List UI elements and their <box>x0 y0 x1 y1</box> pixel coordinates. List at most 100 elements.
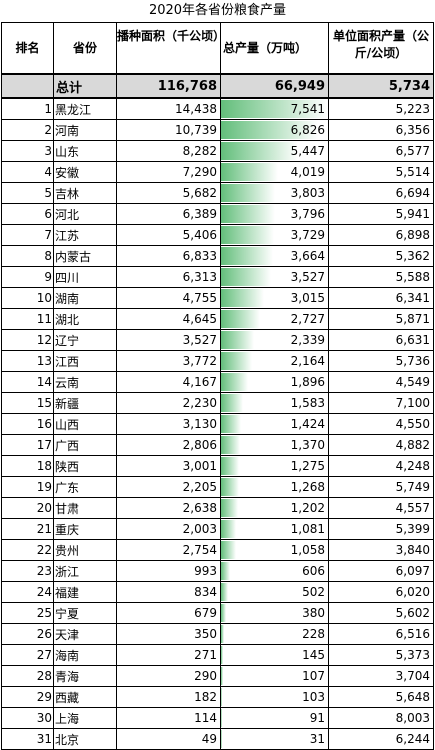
rank-cell[interactable]: 30 <box>2 708 54 729</box>
yield-cell[interactable]: 5,736 <box>329 351 434 372</box>
output-cell[interactable]: 5,447 <box>221 141 329 162</box>
output-cell[interactable]: 1,583 <box>221 393 329 414</box>
province-cell[interactable]: 北京 <box>54 729 117 750</box>
output-cell[interactable]: 103 <box>221 687 329 708</box>
province-cell[interactable]: 山西 <box>54 414 117 435</box>
rank-cell[interactable]: 12 <box>2 330 54 351</box>
province-cell[interactable]: 宁夏 <box>54 603 117 624</box>
output-cell[interactable]: 107 <box>221 666 329 687</box>
output-cell[interactable]: 2,727 <box>221 309 329 330</box>
province-cell[interactable]: 甘肃 <box>54 498 117 519</box>
province-cell[interactable]: 安徽 <box>54 162 117 183</box>
province-cell[interactable]: 海南 <box>54 645 117 666</box>
rank-cell[interactable]: 31 <box>2 729 54 750</box>
output-cell[interactable]: 6,826 <box>221 120 329 141</box>
area-cell[interactable]: 4,755 <box>117 288 221 309</box>
area-cell[interactable]: 6,389 <box>117 204 221 225</box>
output-cell[interactable]: 3,803 <box>221 183 329 204</box>
province-cell[interactable]: 江苏 <box>54 225 117 246</box>
yield-cell[interactable]: 5,373 <box>329 645 434 666</box>
header-output[interactable]: 总产量（万吨） <box>221 23 329 75</box>
rank-cell[interactable]: 16 <box>2 414 54 435</box>
yield-cell[interactable]: 4,882 <box>329 435 434 456</box>
area-cell[interactable]: 993 <box>117 561 221 582</box>
area-cell[interactable]: 6,833 <box>117 246 221 267</box>
output-cell[interactable]: 3,796 <box>221 204 329 225</box>
output-cell[interactable]: 502 <box>221 582 329 603</box>
yield-cell[interactable]: 4,549 <box>329 372 434 393</box>
header-area[interactable]: 播种面积（千公顷） <box>117 23 221 75</box>
yield-cell[interactable]: 5,223 <box>329 98 434 120</box>
rank-cell[interactable]: 9 <box>2 267 54 288</box>
output-cell[interactable]: 1,058 <box>221 540 329 561</box>
yield-cell[interactable]: 5,648 <box>329 687 434 708</box>
area-cell[interactable]: 2,638 <box>117 498 221 519</box>
output-cell[interactable]: 2,339 <box>221 330 329 351</box>
yield-cell[interactable]: 5,871 <box>329 309 434 330</box>
province-cell[interactable]: 浙江 <box>54 561 117 582</box>
area-cell[interactable]: 114 <box>117 708 221 729</box>
output-cell[interactable]: 31 <box>221 729 329 750</box>
output-cell[interactable]: 1,424 <box>221 414 329 435</box>
province-cell[interactable]: 江西 <box>54 351 117 372</box>
area-cell[interactable]: 3,527 <box>117 330 221 351</box>
province-cell[interactable]: 西藏 <box>54 687 117 708</box>
yield-cell[interactable]: 5,602 <box>329 603 434 624</box>
area-cell[interactable]: 2,003 <box>117 519 221 540</box>
yield-cell[interactable]: 5,588 <box>329 267 434 288</box>
rank-cell[interactable]: 21 <box>2 519 54 540</box>
rank-cell[interactable]: 17 <box>2 435 54 456</box>
output-cell[interactable]: 4,019 <box>221 162 329 183</box>
province-cell[interactable]: 河南 <box>54 120 117 141</box>
province-cell[interactable]: 青海 <box>54 666 117 687</box>
rank-cell[interactable]: 22 <box>2 540 54 561</box>
output-cell[interactable]: 1,896 <box>221 372 329 393</box>
rank-cell[interactable]: 23 <box>2 561 54 582</box>
area-cell[interactable]: 2,205 <box>117 477 221 498</box>
yield-cell[interactable]: 3,840 <box>329 540 434 561</box>
output-cell[interactable]: 1,202 <box>221 498 329 519</box>
rank-cell[interactable]: 11 <box>2 309 54 330</box>
output-cell[interactable]: 2,164 <box>221 351 329 372</box>
yield-cell[interactable]: 5,514 <box>329 162 434 183</box>
output-cell[interactable]: 1,081 <box>221 519 329 540</box>
header-yield[interactable]: 单位面积产量（公斤/公顷） <box>329 23 434 75</box>
rank-cell[interactable]: 5 <box>2 183 54 204</box>
yield-cell[interactable]: 6,898 <box>329 225 434 246</box>
output-cell[interactable]: 3,015 <box>221 288 329 309</box>
area-cell[interactable]: 2,806 <box>117 435 221 456</box>
yield-cell[interactable]: 6,341 <box>329 288 434 309</box>
rank-cell[interactable]: 25 <box>2 603 54 624</box>
rank-cell[interactable]: 2 <box>2 120 54 141</box>
output-cell[interactable]: 91 <box>221 708 329 729</box>
yield-cell[interactable]: 6,244 <box>329 729 434 750</box>
header-province[interactable]: 省份 <box>54 23 117 75</box>
yield-cell[interactable]: 7,100 <box>329 393 434 414</box>
area-cell[interactable]: 182 <box>117 687 221 708</box>
province-cell[interactable]: 贵州 <box>54 540 117 561</box>
province-cell[interactable]: 河北 <box>54 204 117 225</box>
yield-cell[interactable]: 6,516 <box>329 624 434 645</box>
total-yield[interactable]: 5,734 <box>329 74 434 98</box>
rank-cell[interactable]: 27 <box>2 645 54 666</box>
rank-cell[interactable]: 1 <box>2 98 54 120</box>
yield-cell[interactable]: 5,399 <box>329 519 434 540</box>
rank-cell[interactable]: 3 <box>2 141 54 162</box>
area-cell[interactable]: 4,167 <box>117 372 221 393</box>
output-cell[interactable]: 7,541 <box>221 98 329 120</box>
area-cell[interactable]: 4,645 <box>117 309 221 330</box>
province-cell[interactable]: 重庆 <box>54 519 117 540</box>
area-cell[interactable]: 3,001 <box>117 456 221 477</box>
yield-cell[interactable]: 5,941 <box>329 204 434 225</box>
yield-cell[interactable]: 6,097 <box>329 561 434 582</box>
province-cell[interactable]: 湖北 <box>54 309 117 330</box>
area-cell[interactable]: 14,438 <box>117 98 221 120</box>
province-cell[interactable]: 辽宁 <box>54 330 117 351</box>
total-rank-cell[interactable] <box>2 74 54 98</box>
area-cell[interactable]: 679 <box>117 603 221 624</box>
rank-cell[interactable]: 19 <box>2 477 54 498</box>
rank-cell[interactable]: 10 <box>2 288 54 309</box>
yield-cell[interactable]: 4,248 <box>329 456 434 477</box>
rank-cell[interactable]: 8 <box>2 246 54 267</box>
rank-cell[interactable]: 14 <box>2 372 54 393</box>
